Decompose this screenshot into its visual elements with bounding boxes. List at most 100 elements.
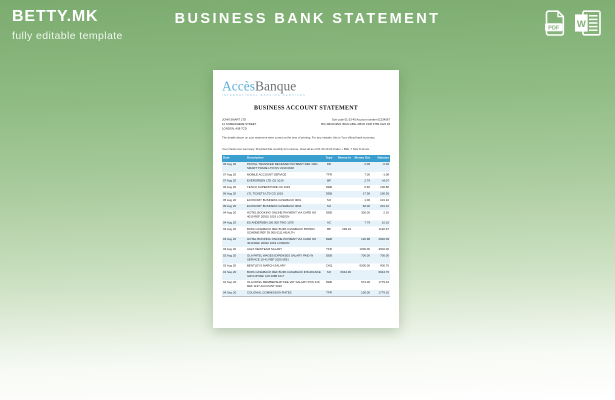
table-row: 06 Aug 20 TESCO SUPERSTORE CD 1019 DEB 6.92… xyxy=(222,185,390,191)
table-row: 07 Aug 20 EVERGREEN LTD CD 1019 BP 2.79 +8.0… xyxy=(222,178,390,185)
table-row: 09 Aug 20 PAYPAL TRANSFER RECEIVED PAYMEN… xyxy=(222,161,390,173)
cell-date: 04 Aug 20 xyxy=(223,211,237,215)
table-row: 03 Aug 20 HOTEL BOOKING ONLINE PAYMENT VI… xyxy=(222,236,390,247)
cell-money-in xyxy=(336,280,352,290)
cell-description: OLA PATEL WAGES EXPENSES SALARY PAID IN … xyxy=(247,254,314,262)
account-holder-block: JOHN SMART LTD 12 SOMEWHERE STREET LONDON,… xyxy=(222,118,256,131)
cell-money-out: 300.00 xyxy=(361,211,370,215)
bank-logo: AccèsBanque xyxy=(222,79,390,93)
cell-balance: 1779.34 xyxy=(378,281,389,285)
cell-description: MOBILE ACCOUNT SERVICE xyxy=(247,173,287,177)
cell-balance: 2902.09 xyxy=(378,238,389,242)
cell-date: 01 Sep 20 xyxy=(223,281,237,285)
column-header: Date xyxy=(222,155,246,162)
cell-description: ES ANDERSEN 100 000 TWO 1070 xyxy=(247,221,294,225)
cell-date: 06 Aug 20 xyxy=(223,192,237,196)
cell-type: CHQ xyxy=(325,264,333,268)
cell-date: 03 Aug 20 xyxy=(223,238,237,242)
cell-money-out xyxy=(352,227,371,237)
cell-money-in xyxy=(336,290,352,297)
cell-balance: 101.10 xyxy=(380,198,389,202)
account-meta-line: BIC ABCDGB21 IBAN GB21 ABCD 2345 6789 01… xyxy=(321,123,390,126)
cell-type: TFR xyxy=(322,290,336,297)
table-header-row: Date Description Type Money In Money Out Bala… xyxy=(222,155,390,162)
column-header: Balance xyxy=(371,155,390,162)
cell-date: 03 Aug 20 xyxy=(223,248,237,252)
table-row: 05 Aug 20 ECONOMY BUSINESS CASHBACK 0001 S… xyxy=(222,197,390,203)
svg-text:PDF: PDF xyxy=(548,25,560,31)
table-row: 06 Aug 20 LTL TICKETS LTD CD 1019 DEB 17.38… xyxy=(222,191,390,198)
cell-description: EVERGREEN LTD CD 1019 xyxy=(247,179,284,183)
column-header: Money In xyxy=(336,155,352,162)
brand-logo-text: BETTY.MK xyxy=(12,8,99,25)
cell-date: 06 Aug 20 xyxy=(223,186,237,190)
word-file-icon[interactable]: W xyxy=(574,9,602,37)
table-row: 04 Aug 20 ES ANDERSEN 100 000 TWO 1070 AC 7… xyxy=(222,220,390,227)
account-holder-line: LONDON, A08 7CD xyxy=(222,127,247,131)
column-header: Money Out xyxy=(352,155,371,162)
cell-type: DEB xyxy=(326,192,332,196)
cell-type: BP xyxy=(327,227,331,231)
cell-type: SO xyxy=(326,205,332,209)
table-row: 02 Aug 20 BENTLEYS MARCH SALARY CHQ 6000.00… xyxy=(222,263,390,269)
account-meta-block: Sort code 01-23-45 Account number 012345… xyxy=(321,118,390,131)
statement-table-body: 09 Aug 20 PAYPAL TRANSFER RECEIVED PAYMEN… xyxy=(222,161,390,297)
cell-type: DEB xyxy=(326,238,332,242)
account-holder-line: 12 SOMEWHERE STREET xyxy=(222,123,257,126)
download-actions: PDF W xyxy=(544,9,602,37)
cell-money-out xyxy=(352,270,371,280)
cell-balance: 1779.10 xyxy=(371,290,390,297)
cell-date: 04 Sep 20 xyxy=(222,290,246,297)
cell-money-out: 7.00 xyxy=(364,173,370,177)
cell-money-out: 60.00 xyxy=(362,205,370,209)
cell-date: 09 Aug 20 xyxy=(223,163,237,167)
svg-text:W: W xyxy=(577,19,586,30)
statement-intro-line: The details above on your statement were… xyxy=(222,136,376,140)
cell-type: SO xyxy=(326,198,332,202)
pdf-file-icon[interactable]: PDF xyxy=(544,9,566,37)
cell-money-out: 120.98 xyxy=(361,238,370,242)
cell-description: BUPA CASHBACK REF BUPA CASHBACK INSURANC… xyxy=(247,271,321,278)
cell-money-in xyxy=(336,162,352,172)
cell-type: DEB xyxy=(326,254,332,258)
cell-date: 07 Aug 20 xyxy=(223,179,237,183)
cell-money-out: 2.79 xyxy=(364,179,370,183)
bank-statement-preview: AccèsBanque INTERNATIONAL BANKING SERVIC… xyxy=(213,70,399,328)
cell-type: TFR xyxy=(326,173,332,177)
cell-balance: 10.10 xyxy=(381,221,389,225)
cell-balance: 2.10 xyxy=(383,211,389,215)
cell-money-out: 1000.00 xyxy=(359,248,370,252)
cell-type: DD xyxy=(326,163,332,167)
cell-balance: -0.09 xyxy=(382,163,389,167)
cell-description: HOTEL BOOKING ONLINE PAYMENT VIA CARD NO… xyxy=(247,211,317,219)
cell-type: AC xyxy=(326,221,332,225)
cell-type: DEB xyxy=(326,186,332,190)
cell-balance: 700.00 xyxy=(380,254,389,258)
cell-balance: +8.07 xyxy=(381,179,389,183)
table-row: 03 Aug 20 BUPA CASHBACK REF BUPA CASHBACK… xyxy=(222,227,390,237)
cell-date: 05 Aug 20 xyxy=(223,205,237,209)
cell-balance: 900.76 xyxy=(380,264,389,268)
cell-date: 04 Aug 20 xyxy=(223,221,237,225)
bank-tagline: INTERNATIONAL BANKING SERVICES xyxy=(222,94,306,98)
cell-description: ALEX NEWTEAM SALARY xyxy=(247,248,283,252)
cell-balance: 6944.76 xyxy=(378,271,389,275)
brand-tagline: fully editable template xyxy=(12,30,123,42)
cell-description: ECONOMY BUSINESS CASHBACK 0004 xyxy=(247,205,302,209)
cell-balance: 100.36 xyxy=(380,192,389,196)
statement-summary-line: Your check over summary: Provided that m… xyxy=(222,148,370,152)
cell-money-out: 7.79 xyxy=(364,221,370,225)
cell-money-in: 6044.00 xyxy=(340,271,351,275)
cell-date: 02 Aug 20 xyxy=(223,254,237,258)
column-header: Description xyxy=(246,155,322,162)
table-row: 04 Aug 20 HOTEL BOOKING ONLINE PAYMENT VI… xyxy=(222,210,390,220)
table-row: 02 Aug 20 OLA PATEL WAGES EXPENSES SALARY… xyxy=(222,253,390,264)
cell-money-out: 6000.00 xyxy=(359,264,370,268)
cell-description: OLA PATEL MEMBERSHIP FEE VAT SALARY POS … xyxy=(247,281,320,288)
cell-description: COLONIAL COMMISSION RATES xyxy=(246,290,322,297)
cell-description: BUPA CASHBACK REF BUPA CASHBACK PROMO SC… xyxy=(247,227,315,235)
cell-date: 01 Sep 20 xyxy=(223,271,237,275)
statement-title: BUSINESS ACCOUNT STATEMENT xyxy=(254,104,358,112)
cell-balance: 1120.97 xyxy=(378,227,389,231)
cell-balance: -1.08 xyxy=(382,173,389,177)
